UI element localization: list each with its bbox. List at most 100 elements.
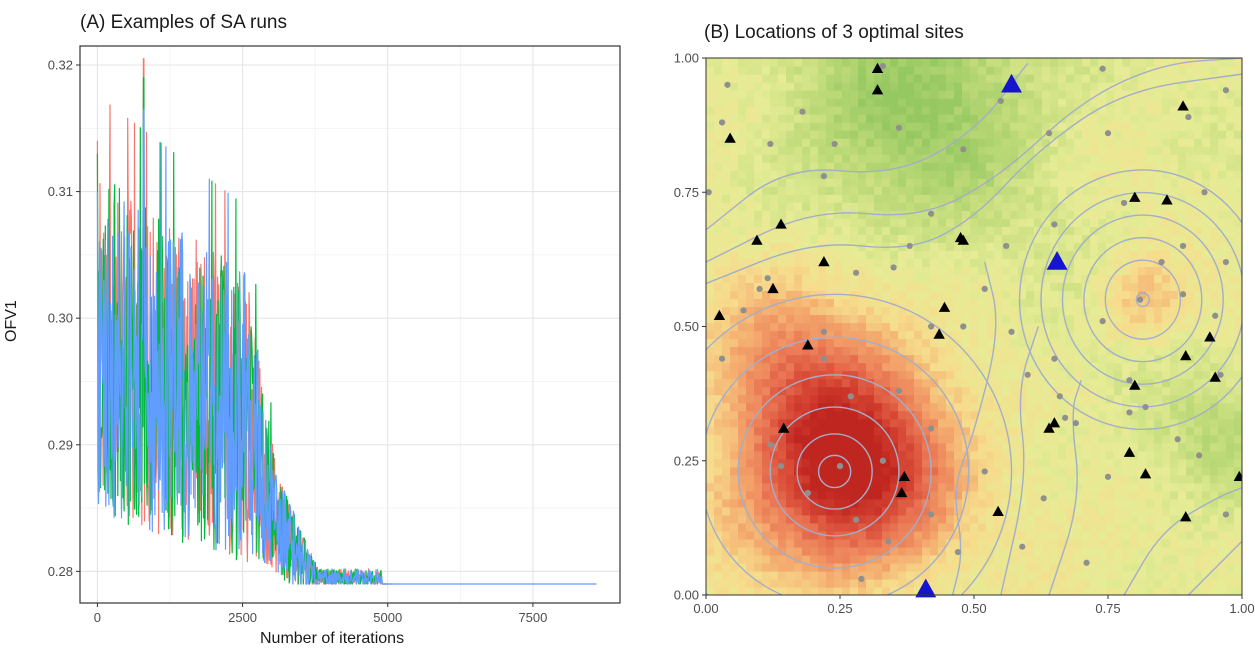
- chart-b-contours: [706, 58, 1242, 595]
- chart-b-candidate-site: [1177, 100, 1189, 111]
- chart-a-ytick-label: 0.32: [48, 57, 73, 72]
- chart-b-point: [820, 328, 828, 335]
- chart-b-xtick-label: 1.00: [1229, 601, 1254, 616]
- chart-b-candidate-site: [1204, 331, 1216, 342]
- chart-b-point: [1185, 113, 1192, 121]
- chart-b-contour: [1048, 379, 1082, 595]
- chart-b-point: [997, 97, 1004, 105]
- chart-a: 0 2500 5000 7500 0.28 0.29 0.30 0.31 0.32: [48, 45, 621, 625]
- chart-b-point: [1217, 371, 1224, 378]
- chart-b-point: [885, 538, 892, 545]
- chart-b-candidate-site: [775, 218, 787, 229]
- chart-b-point: [820, 173, 828, 180]
- chart-b-point: [1212, 312, 1219, 319]
- chart-a-xtick-label: 0: [94, 610, 101, 625]
- chart-b-point: [954, 548, 962, 556]
- chart-b-point: [1179, 242, 1187, 250]
- chart-b-xtick-label: 0.00: [693, 601, 718, 616]
- chart-b-heatmap: [706, 58, 1242, 595]
- chart-b-point: [1099, 65, 1106, 72]
- chart-b-point: [928, 425, 935, 432]
- chart-b-candidate-site: [767, 282, 779, 294]
- chart-b-contour: [706, 62, 1029, 231]
- chart-b-point: [852, 516, 860, 523]
- chart-b-candidate-site: [713, 309, 726, 320]
- chart-b-candidate-site: [1043, 422, 1055, 433]
- chart-b-ytick-label: 0.25: [674, 453, 699, 468]
- chart-b-ytick-label: 1.00: [674, 51, 699, 66]
- chart-b-contour: [1061, 214, 1224, 385]
- chart-b-candidate-site: [957, 234, 969, 245]
- chart-b-point: [1174, 436, 1181, 443]
- chart-b-candidate-site: [898, 470, 911, 482]
- chart-b-contour: [1018, 169, 1242, 430]
- chart-b-point: [1222, 87, 1230, 94]
- chart-b-point: [1120, 199, 1128, 207]
- chart-b-optimal-site: [1001, 73, 1022, 93]
- chart-b-point: [706, 189, 712, 196]
- chart-a-xtick-label: 2500: [228, 610, 257, 625]
- chart-b-point: [858, 575, 865, 582]
- chart-b-contour: [1187, 540, 1242, 595]
- chart-b-point: [756, 285, 763, 293]
- chart-b-point: [804, 489, 811, 497]
- chart-b-xtick-label: 0.25: [827, 601, 852, 616]
- chart-b-point: [1051, 221, 1058, 228]
- chart-b-point: [928, 511, 935, 518]
- chart-b-point: [740, 307, 747, 314]
- chart-a-xlabel: Number of iterations: [260, 630, 405, 647]
- chart-b-candidate-site: [871, 84, 884, 95]
- chart-b-contour: [706, 293, 1013, 595]
- chart-b-candidate-site: [895, 486, 908, 498]
- chart-b-point: [1137, 296, 1144, 303]
- chart-b-optimal-site: [1046, 251, 1068, 270]
- chart-b-candidate-site: [1129, 379, 1141, 390]
- chart-b-candidate-site: [871, 62, 884, 73]
- chart-b-point: [1056, 393, 1063, 400]
- chart-b-point: [981, 468, 988, 475]
- chart-b-ytick-label: 0.00: [674, 588, 699, 603]
- chart-b-panel-border: [705, 57, 1243, 596]
- chart-b-candidate-site: [933, 328, 945, 339]
- chart-a-ytick-label: 0.29: [48, 437, 73, 452]
- chart-b-candidate-site: [724, 132, 736, 143]
- chart-b-point: [1158, 258, 1165, 266]
- chart-b-candidate-site: [1233, 470, 1242, 482]
- chart-a-ytick-label: 0.28: [48, 564, 73, 579]
- chart-b-point: [1126, 409, 1133, 416]
- chart-b-point: [820, 355, 828, 362]
- chart-b-point: [1019, 543, 1026, 550]
- chart-b-point: [879, 457, 886, 464]
- chart-b-point: [890, 264, 897, 271]
- chart-b-candidate-site: [1139, 468, 1152, 479]
- chart-b-point: [1179, 291, 1187, 298]
- chart-b: 0.00 0.25 0.50 0.75 1.00 0.00 0.25 0.50 0.75 1.00: [674, 51, 1255, 617]
- chart-b-candidate-site: [778, 422, 790, 433]
- chart-b-point: [1083, 559, 1090, 566]
- chart-a-panel-border: [79, 45, 621, 604]
- chart-b-contour: [1000, 326, 1039, 595]
- chart-b-point: [1222, 258, 1230, 266]
- chart-b-point: [1104, 473, 1112, 480]
- chart-b-point: [960, 146, 967, 153]
- chart-b-point: [767, 140, 774, 148]
- chart-b-point: [1045, 130, 1053, 137]
- chart-b-candidate-site: [802, 339, 814, 350]
- chart-b-point: [906, 242, 913, 250]
- chart-b-point: [764, 275, 771, 282]
- chart-b-point: [852, 269, 860, 276]
- chart-b-contour: [706, 58, 1242, 263]
- chart-b-point: [836, 463, 844, 470]
- chart-b-point: [777, 463, 785, 470]
- chart-b-point: [799, 108, 806, 115]
- chart-b-point: [928, 323, 935, 330]
- chart-b-contour: [1123, 486, 1242, 595]
- chart-b-point: [1008, 328, 1015, 335]
- chart-b-point: [928, 210, 935, 217]
- chart-b-point: [718, 355, 726, 362]
- chart-b-contour: [769, 406, 900, 537]
- chart-b-point: [718, 119, 726, 126]
- chart-b-candidate-site: [1180, 350, 1192, 361]
- chart-b-point: [895, 387, 903, 395]
- chart-b-candidate-site: [818, 256, 830, 267]
